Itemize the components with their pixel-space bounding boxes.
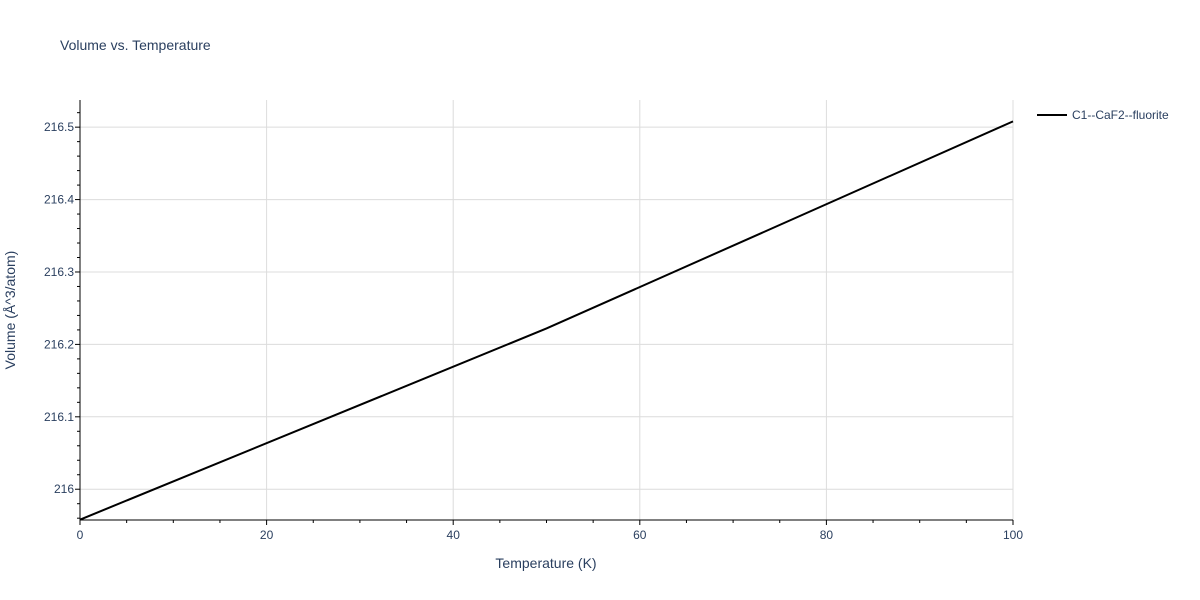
legend-item-0[interactable]: C1--CaF2--fluorite [1037, 108, 1169, 122]
x-tick-label-4: 80 [820, 528, 834, 542]
x-tick-label-5: 100 [1003, 528, 1023, 542]
axes [79, 100, 1013, 521]
chart-title: Volume vs. Temperature [60, 37, 211, 53]
y-tick-label-4: 216.4 [44, 193, 74, 207]
y-axis-label: Volume (Å^3/atom) [2, 251, 18, 370]
x-axis-label: Temperature (K) [495, 555, 596, 571]
series-line-0 [79, 120, 1014, 521]
y-tick-label-3: 216.3 [44, 265, 74, 279]
y-tick-label-5: 216.5 [44, 120, 74, 134]
series-lines [79, 120, 1014, 521]
x-tick-label-0: 0 [77, 528, 84, 542]
y-tick-label-0: 216 [54, 482, 74, 496]
y-tick-label-2: 216.2 [44, 337, 74, 351]
x-tick-label-3: 60 [633, 528, 647, 542]
grid [80, 100, 1014, 520]
x-tick-label-2: 40 [447, 528, 461, 542]
legend-label-0: C1--CaF2--fluorite [1072, 108, 1169, 122]
ticks: 0 20 40 60 80 100 216 216.1 216.2 216.3 216.4 216.5 [44, 112, 1023, 542]
y-tick-label-1: 216.1 [44, 410, 74, 424]
legend[interactable]: C1--CaF2--fluorite [1037, 108, 1169, 122]
x-tick-label-1: 20 [260, 528, 274, 542]
